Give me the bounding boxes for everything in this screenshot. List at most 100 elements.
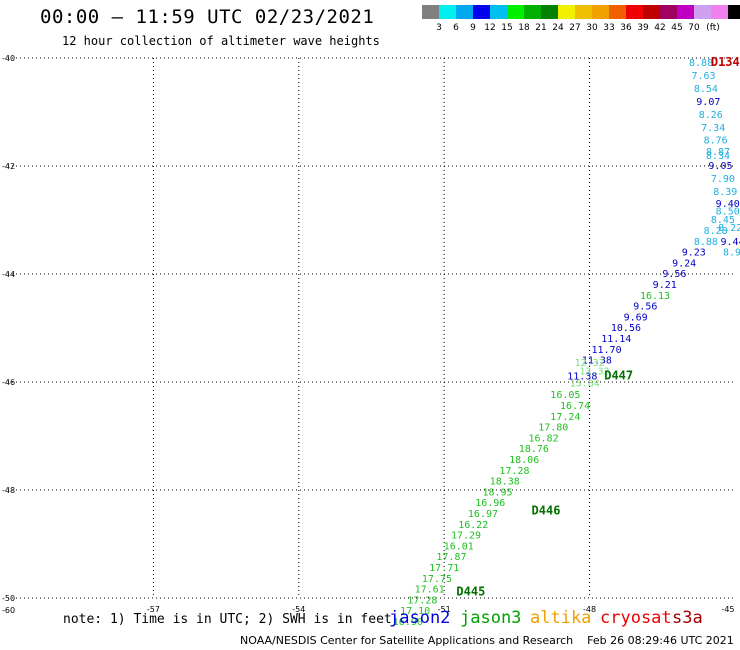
wave-height-label: 9.24 <box>672 258 696 269</box>
satellite-legend-jason3: jason3 <box>460 608 522 628</box>
y-tick-label: -42 <box>2 162 15 171</box>
wave-height-label: 17.10 <box>400 606 430 617</box>
wave-height-label: 8.45 <box>711 215 735 226</box>
wave-height-label: 9.44 <box>721 237 740 248</box>
color-scale-label: 45 <box>671 23 683 33</box>
color-scale-label: 9 <box>470 23 476 33</box>
wave-height-label: 8.22 <box>718 223 740 234</box>
color-scale-swatch <box>541 5 558 19</box>
wave-height-label: 18.76 <box>519 444 549 455</box>
wave-height-label: 8.88 <box>689 58 713 69</box>
track-id-label: D446 <box>532 503 561 517</box>
y-tick-label: -40 <box>2 54 15 63</box>
y-tick-label: -60 <box>2 606 15 615</box>
color-scale-label: 15 <box>501 23 513 33</box>
color-scale-swatch <box>473 5 490 19</box>
wave-height-label: 18.38 <box>490 477 520 488</box>
y-tick-label: -46 <box>2 378 15 387</box>
color-scale-label: 24 <box>552 23 564 33</box>
wave-height-label: 9.07 <box>696 97 720 108</box>
credit-footer: NOAA/NESDIS Center for Satellite Applica… <box>240 634 734 647</box>
color-scale-label: 33 <box>603 23 615 33</box>
color-scale-label: 21 <box>535 23 547 33</box>
satellite-legend-cryosat: cryosat <box>600 608 672 628</box>
color-scale-swatch <box>643 5 660 19</box>
wave-height-label: 17.24 <box>550 412 580 423</box>
wave-height-label: 17.61 <box>415 585 445 596</box>
y-tick-label: -48 <box>2 486 15 495</box>
wave-height-label: 17.71 <box>429 563 459 574</box>
wave-height-label: 16.05 <box>550 390 580 401</box>
wave-height-label: 11.70 <box>592 345 622 356</box>
satellite-legend-altika: altika <box>530 608 592 628</box>
color-scale-label: 12 <box>484 23 496 33</box>
x-tick-label: -51 <box>438 605 451 614</box>
satellite-legend-s3a: s3a <box>672 608 703 628</box>
wave-height-label: 8.34 <box>706 151 730 162</box>
wave-height-label: 11.38 <box>582 356 612 367</box>
wave-height-label: 17.75 <box>422 574 452 585</box>
x-tick-label: -57 <box>147 605 160 614</box>
x-tick-label: -45 <box>721 605 734 614</box>
track-id-label: D445 <box>456 584 485 598</box>
wave-height-label: 16.01 <box>444 541 474 552</box>
color-scale-swatch <box>507 5 524 19</box>
track-id-label: D447 <box>604 368 633 382</box>
color-scale-label: 36 <box>620 23 632 33</box>
wave-height-label: 17.28 <box>499 466 529 477</box>
color-scale-swatch <box>558 5 575 19</box>
wave-height-label: 7.90 <box>711 174 735 185</box>
color-scale-swatch <box>626 5 643 19</box>
color-scale-swatch <box>439 5 456 19</box>
wave-height-label: 16.13 <box>640 291 670 302</box>
wave-height-label: 9.21 <box>653 280 677 291</box>
satellite-legend-jason2: jason2 <box>389 608 451 628</box>
units-note: note: 1) Time is in UTC; 2) SWH is in fe… <box>63 612 392 627</box>
wave-height-label: 11.14 <box>601 334 631 345</box>
wave-height-label: 10.56 <box>611 323 641 334</box>
color-scale-swatch <box>694 5 711 19</box>
wave-height-label: 17.28 <box>407 595 437 606</box>
wave-height-label: 16.96 <box>475 498 505 509</box>
wave-height-label: 8.50 <box>716 207 740 218</box>
wave-height-label: 17.87 <box>436 552 466 563</box>
color-scale-label: (ft) <box>706 23 720 33</box>
wave-height-label: 8.26 <box>699 110 723 121</box>
chart-title: 00:00 – 11:59 UTC 02/23/2021 <box>40 6 375 28</box>
color-scale-swatch <box>609 5 626 19</box>
wave-height-label: 8.39 <box>713 187 737 198</box>
color-scale-label: 27 <box>569 23 581 33</box>
color-scale-swatch <box>456 5 473 19</box>
color-scale-label: 6 <box>453 23 459 33</box>
wave-height-label: 16.90 <box>393 617 423 628</box>
color-scale-swatch <box>592 5 609 19</box>
wave-height-label: 7.34 <box>701 123 725 134</box>
wave-height-label: 9.23 <box>682 248 706 259</box>
wave-height-label: 8.54 <box>694 84 718 95</box>
color-scale-swatch <box>575 5 592 19</box>
wave-height-label: 18.06 <box>509 455 539 466</box>
wave-height-label: 9.40 <box>716 199 740 210</box>
track-id-label: D134 <box>711 55 740 69</box>
x-tick-label: -48 <box>583 605 596 614</box>
y-tick-label: -50 <box>2 594 15 603</box>
chart-subtitle: 12 hour collection of altimeter wave hei… <box>62 34 380 48</box>
wave-height-label: 9.56 <box>633 302 657 313</box>
wave-height-label: 16.82 <box>529 433 559 444</box>
x-tick-label: -54 <box>292 605 305 614</box>
color-scale-legend: 3 6 9 12 15 18 21 24 27 30 33 36 39 42 45 70 (ft) <box>422 5 740 35</box>
color-scale-swatch <box>677 5 694 19</box>
wave-height-label: 9.69 <box>624 312 648 323</box>
wave-height-label: 15.84 <box>570 378 600 389</box>
color-scale-swatch <box>728 5 740 19</box>
color-scale-swatch <box>490 5 507 19</box>
wave-height-label: 18.95 <box>482 487 512 498</box>
wave-height-label: 8.87 <box>706 147 730 158</box>
wave-height-label: 9.56 <box>662 269 686 280</box>
wave-height-label: 8.98 <box>723 248 740 259</box>
wave-height-label: 8.88 <box>694 237 718 248</box>
wave-height-label: 16.97 <box>468 509 498 520</box>
wave-height-label: 8.76 <box>704 135 728 146</box>
wave-height-label: 7.63 <box>691 71 715 82</box>
